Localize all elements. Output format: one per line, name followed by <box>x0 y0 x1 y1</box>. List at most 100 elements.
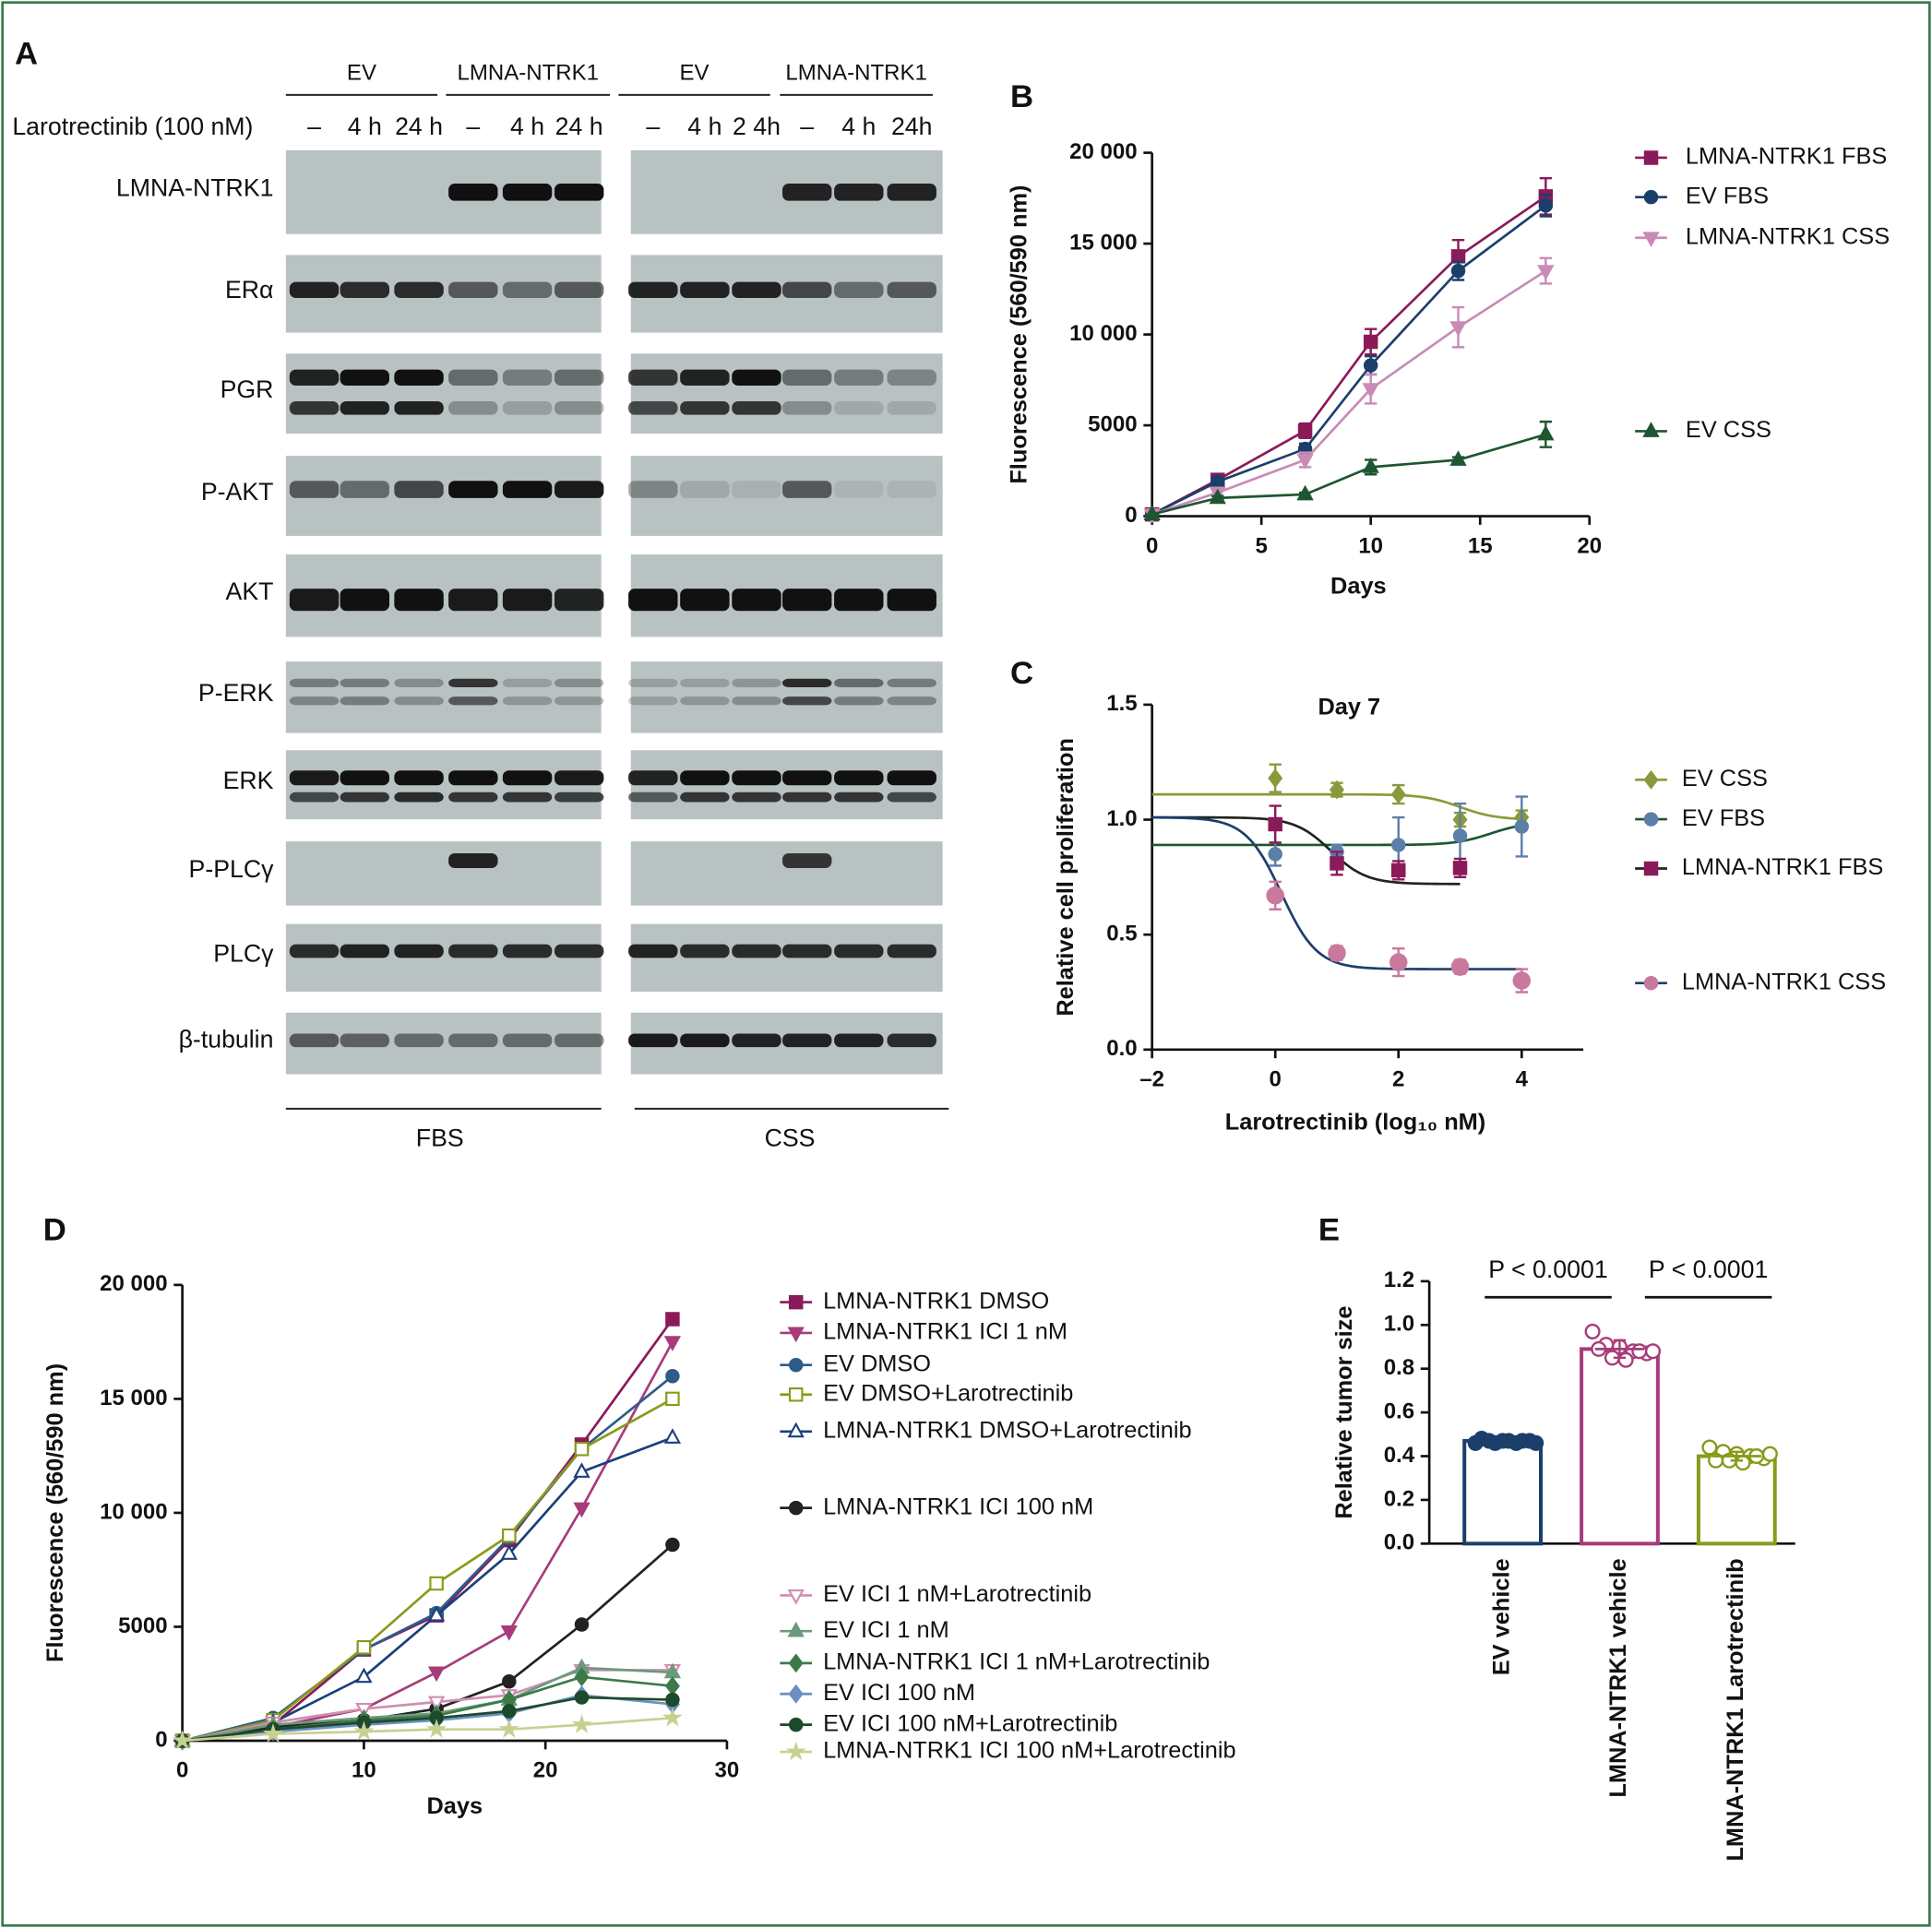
legend-label: EV ICI 1 nM+Larotrectinib <box>823 1581 1091 1607</box>
legend-label: EV DMSO+Larotrectinib <box>823 1380 1073 1406</box>
annotation: P < 0.0001 <box>1649 1256 1768 1283</box>
data-point <box>172 1730 193 1750</box>
legend-label: EV FBS <box>1682 805 1765 831</box>
data-point <box>1362 458 1379 473</box>
blot-band <box>834 678 884 688</box>
data-point <box>1389 953 1408 971</box>
blot-band <box>394 1033 444 1048</box>
blot-band <box>448 696 498 706</box>
blot-band <box>680 696 730 706</box>
blot-band <box>448 589 498 612</box>
blot-band <box>887 481 936 498</box>
blot-band <box>394 791 444 803</box>
blot-row-label: PLCγ <box>213 940 274 968</box>
lane-label: 4 h <box>510 113 544 140</box>
data-point <box>574 1667 590 1687</box>
x-tick-label: LMNA-NTRK1 vehicle <box>1605 1558 1631 1797</box>
data-point <box>429 1576 444 1591</box>
bar <box>1696 1454 1777 1546</box>
blot-band <box>887 183 936 201</box>
data-point <box>1450 263 1466 279</box>
data-point <box>1450 958 1470 976</box>
blot-membrane <box>285 353 602 434</box>
blot-band <box>448 1033 498 1048</box>
blot-row-label: β-tubulin <box>179 1026 274 1053</box>
y-tick-label: 1.5 <box>1106 691 1137 716</box>
legend-marker <box>788 1357 804 1373</box>
blot-band <box>887 589 936 612</box>
data-point <box>355 1667 373 1684</box>
blot-band <box>340 770 390 786</box>
data-point <box>1268 816 1282 832</box>
blot-band <box>289 1033 340 1048</box>
blot-band <box>448 400 498 415</box>
y-tick-label: 1.0 <box>1384 1312 1414 1337</box>
x-tick-label: EV vehicle <box>1488 1558 1514 1675</box>
blot-band <box>554 944 604 958</box>
legend-label: LMNA-NTRK1 FBS <box>1682 854 1883 880</box>
blot-band <box>628 944 678 958</box>
blot-band <box>502 589 553 612</box>
blot-band <box>554 770 604 786</box>
y-tick-label: 0.0 <box>1106 1036 1137 1061</box>
x-tick-label: 2 <box>1392 1067 1404 1092</box>
blot-band <box>554 400 604 415</box>
y-axis-title: Fluorescence (560/590 nm) <box>42 1363 68 1662</box>
blot-membrane <box>630 353 943 434</box>
series-line <box>1151 195 1547 516</box>
replicate-point <box>1701 1439 1718 1456</box>
blot-band <box>680 1033 730 1048</box>
y-tick-label: 20 000 <box>100 1271 167 1296</box>
data-point <box>1538 197 1554 213</box>
blot-band <box>340 678 390 688</box>
x-tick-label: 5 <box>1255 533 1267 558</box>
blot-band <box>887 696 936 706</box>
data-point <box>1143 505 1161 521</box>
blot-band <box>289 696 340 706</box>
legend-label: LMNA-NTRK1 DMSO <box>823 1288 1049 1314</box>
legend-marker <box>787 1589 805 1605</box>
blot-band <box>448 944 498 958</box>
group-label: LMNA-NTRK1 <box>785 60 926 85</box>
group-label: EV <box>347 60 376 85</box>
blot-row-label: ERα <box>225 276 274 303</box>
legend-label: LMNA-NTRK1 FBS <box>1686 144 1887 170</box>
x-axis-title: Days <box>426 1793 483 1819</box>
blot-band <box>448 281 498 298</box>
x-axis-title: Days <box>1330 574 1387 600</box>
y-tick-label: 15 000 <box>100 1386 167 1410</box>
blot-band <box>732 944 781 958</box>
data-point <box>1390 784 1406 804</box>
blot-band <box>680 589 730 612</box>
blot-band <box>502 944 553 958</box>
legend-marker <box>787 1422 805 1438</box>
legend-marker <box>788 1500 804 1516</box>
blot-band <box>782 481 832 498</box>
blot-band <box>289 481 340 498</box>
legend-marker <box>1643 812 1659 827</box>
lane-label: 4 h <box>687 113 722 140</box>
blot-band <box>680 944 730 958</box>
group-label: EV <box>680 60 710 85</box>
data-point <box>1268 847 1282 862</box>
blot-band <box>340 400 390 415</box>
legend-label: LMNA-NTRK1 ICI 100 nM+Larotrectinib <box>823 1738 1235 1764</box>
blot-band <box>834 696 884 706</box>
data-point <box>665 1391 680 1407</box>
blot-band <box>394 589 444 612</box>
blot-band <box>394 770 444 786</box>
legend-marker <box>787 1621 805 1637</box>
blot-band <box>732 791 781 803</box>
blot-band <box>782 696 832 706</box>
blot-band <box>554 791 604 803</box>
legend-label: LMNA-NTRK1 CSS <box>1686 223 1890 249</box>
blot-band <box>887 1033 936 1048</box>
blot-row-label: ERK <box>223 767 274 794</box>
lane-label: 2 4h <box>733 113 781 140</box>
legend-label: LMNA-NTRK1 ICI 1 nM+Larotrectinib <box>823 1649 1210 1675</box>
condition-label: CSS <box>765 1124 816 1151</box>
data-point <box>665 1312 680 1327</box>
blot-membrane <box>285 750 602 820</box>
blot-band <box>628 696 678 706</box>
blot-band <box>448 481 498 498</box>
